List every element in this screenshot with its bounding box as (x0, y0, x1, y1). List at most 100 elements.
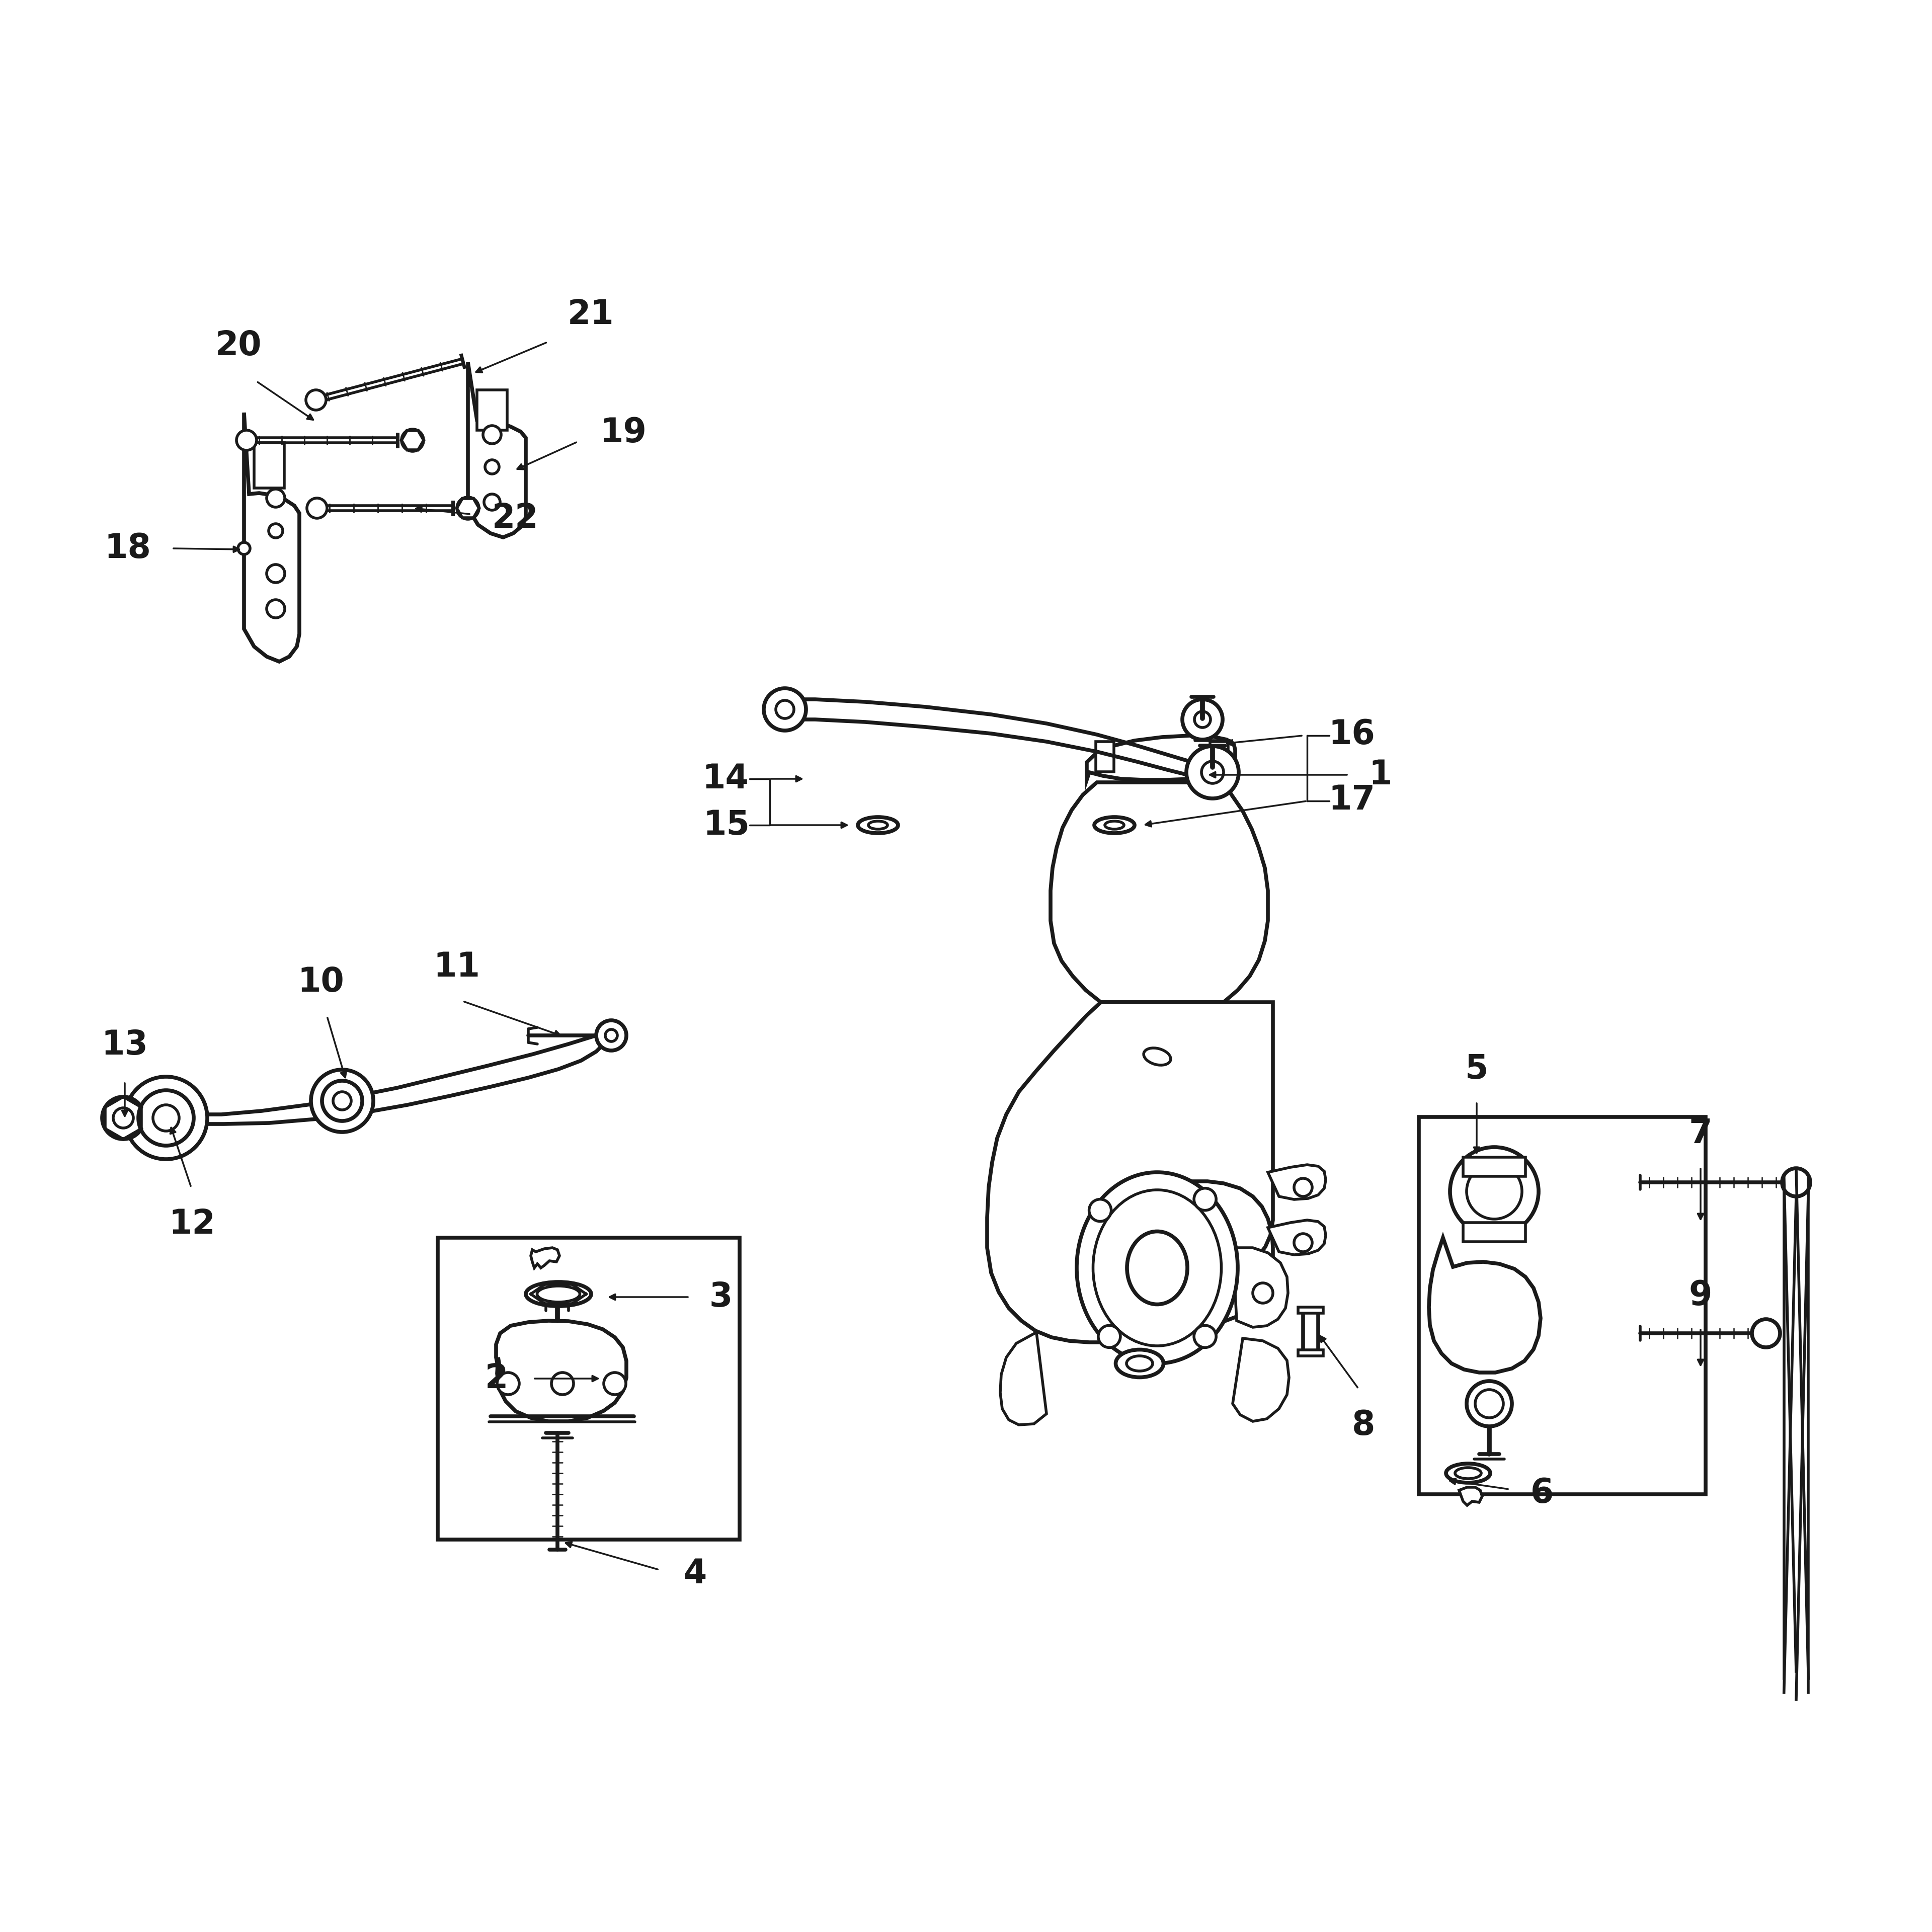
Text: 22: 22 (493, 502, 539, 535)
Text: 18: 18 (104, 531, 151, 564)
Circle shape (311, 1070, 373, 1132)
Text: 17: 17 (1329, 782, 1376, 817)
Text: 10: 10 (298, 966, 344, 999)
Polygon shape (243, 413, 299, 661)
Circle shape (153, 1105, 180, 1130)
Circle shape (456, 497, 479, 520)
Polygon shape (1430, 1238, 1540, 1372)
Circle shape (1781, 1169, 1810, 1196)
Ellipse shape (867, 821, 887, 829)
Text: 9: 9 (1689, 1279, 1712, 1312)
Circle shape (402, 429, 423, 452)
Bar (1463, 1223, 1526, 1242)
Polygon shape (1233, 1339, 1289, 1422)
Bar (255, 442, 284, 489)
Circle shape (1090, 1200, 1111, 1221)
Circle shape (102, 1097, 145, 1140)
Circle shape (1186, 746, 1238, 798)
Polygon shape (166, 1030, 603, 1124)
Circle shape (1182, 699, 1223, 740)
Polygon shape (531, 1248, 560, 1267)
Circle shape (139, 1090, 193, 1146)
Circle shape (236, 431, 257, 450)
Polygon shape (1233, 1248, 1289, 1327)
Circle shape (551, 1372, 574, 1395)
Circle shape (126, 1076, 207, 1159)
Bar (1463, 1157, 1526, 1177)
Circle shape (1202, 761, 1223, 782)
Bar (477, 390, 506, 431)
Bar (1298, 1308, 1323, 1314)
Circle shape (267, 564, 284, 583)
Circle shape (485, 495, 500, 510)
Ellipse shape (1126, 1356, 1153, 1372)
Circle shape (323, 1080, 363, 1121)
Polygon shape (1267, 1165, 1325, 1200)
Bar (1298, 1350, 1323, 1356)
Circle shape (597, 1020, 626, 1051)
Text: 14: 14 (701, 763, 750, 796)
Circle shape (1752, 1320, 1779, 1347)
Text: 12: 12 (168, 1208, 216, 1240)
Circle shape (267, 599, 284, 618)
Circle shape (305, 390, 327, 410)
Circle shape (1097, 1325, 1121, 1347)
Text: 3: 3 (709, 1281, 732, 1314)
Ellipse shape (1445, 1464, 1490, 1482)
Circle shape (1194, 1325, 1215, 1347)
Circle shape (1451, 1148, 1538, 1236)
Polygon shape (987, 1003, 1273, 1343)
Circle shape (267, 489, 284, 506)
Circle shape (1252, 1283, 1273, 1302)
Text: 13: 13 (102, 1028, 149, 1061)
Polygon shape (1001, 1333, 1047, 1426)
Circle shape (1466, 1381, 1513, 1426)
Bar (1302, 1308, 1318, 1350)
Polygon shape (1459, 1488, 1482, 1505)
Circle shape (1476, 1389, 1503, 1418)
Circle shape (483, 425, 500, 444)
Polygon shape (1086, 736, 1235, 781)
Text: 15: 15 (703, 808, 750, 842)
Polygon shape (497, 1321, 626, 1422)
Text: 16: 16 (1329, 719, 1376, 752)
Ellipse shape (1076, 1173, 1238, 1364)
Text: 8: 8 (1352, 1408, 1376, 1441)
Text: 11: 11 (433, 951, 481, 983)
Ellipse shape (1094, 817, 1134, 833)
Ellipse shape (1115, 1350, 1163, 1378)
Ellipse shape (1455, 1468, 1482, 1478)
Text: 7: 7 (1689, 1117, 1712, 1150)
Circle shape (114, 1107, 133, 1128)
Ellipse shape (1144, 1047, 1171, 1065)
Circle shape (485, 460, 498, 473)
Ellipse shape (858, 817, 898, 833)
Polygon shape (1267, 1221, 1325, 1254)
Text: 20: 20 (214, 328, 261, 363)
Polygon shape (468, 363, 526, 537)
Circle shape (1194, 711, 1211, 728)
Text: 21: 21 (568, 298, 614, 330)
Circle shape (238, 543, 249, 554)
Circle shape (497, 1372, 520, 1395)
Text: 6: 6 (1530, 1476, 1553, 1511)
Circle shape (269, 524, 282, 537)
Circle shape (1466, 1163, 1522, 1219)
Text: 5: 5 (1464, 1053, 1488, 1086)
Polygon shape (1051, 782, 1267, 1003)
Circle shape (1294, 1235, 1312, 1252)
Bar (439, 1238, 740, 1540)
Ellipse shape (1105, 821, 1124, 829)
Text: 19: 19 (599, 415, 647, 450)
Circle shape (605, 1030, 618, 1041)
Text: 1: 1 (1368, 757, 1391, 792)
Circle shape (603, 1372, 626, 1395)
Bar (1418, 1117, 1706, 1493)
Text: 2: 2 (485, 1362, 508, 1395)
Ellipse shape (1126, 1231, 1188, 1304)
Circle shape (332, 1092, 352, 1109)
Circle shape (777, 701, 794, 719)
Circle shape (763, 688, 806, 730)
Bar (1095, 742, 1115, 771)
Text: 4: 4 (684, 1557, 707, 1590)
